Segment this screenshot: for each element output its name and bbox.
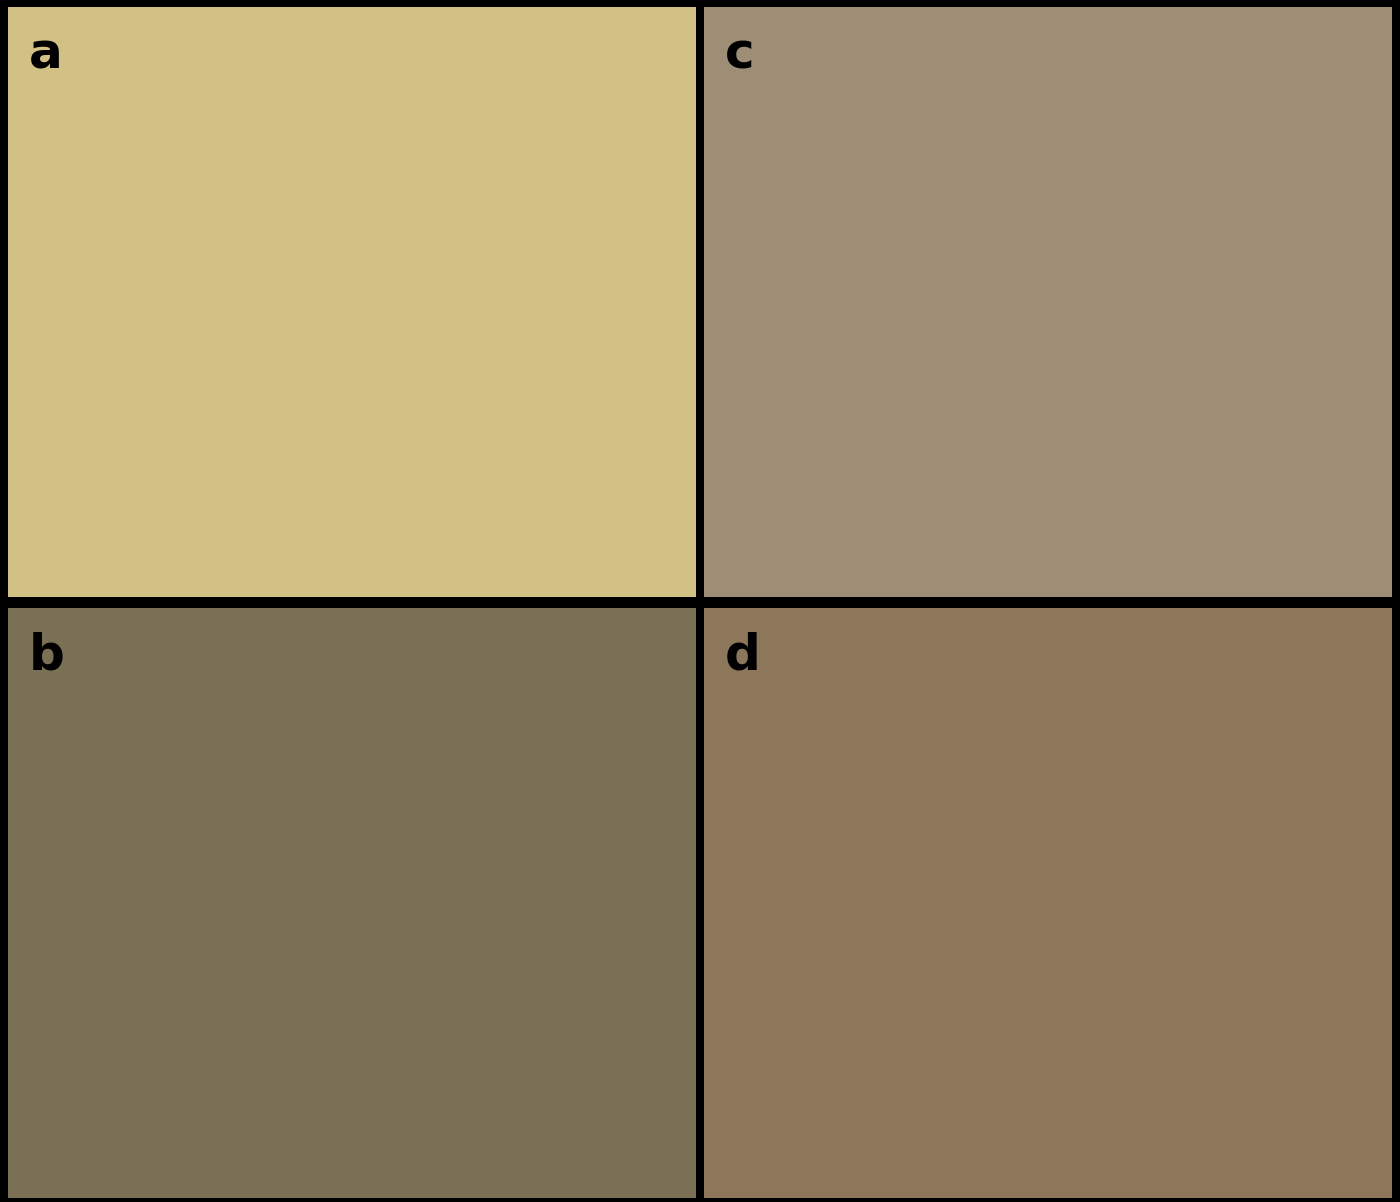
Text: c: c — [725, 31, 755, 79]
Text: a: a — [29, 31, 63, 79]
Text: b: b — [29, 632, 64, 680]
Text: d: d — [725, 632, 760, 680]
